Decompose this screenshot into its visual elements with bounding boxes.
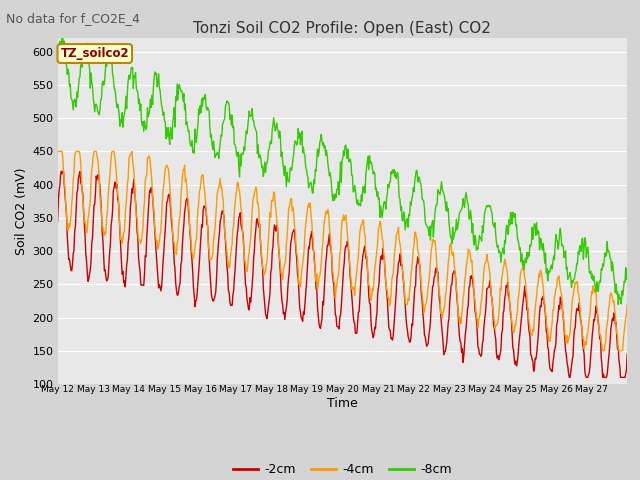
-2cm (254, 221, 262, 227)
-4cm (434, 276, 442, 281)
-8cm (58, 32, 66, 37)
Line: -2cm: -2cm (58, 171, 627, 377)
Text: No data for f_CO2E_4: No data for f_CO2E_4 (6, 12, 140, 25)
Line: -8cm: -8cm (58, 35, 627, 305)
Title: Tonzi Soil CO2 Profile: Open (East) CO2: Tonzi Soil CO2 Profile: Open (East) CO2 (193, 21, 492, 36)
-2cm (565, 374, 573, 380)
-4cm (226, 262, 234, 267)
-2cm (434, 269, 442, 275)
-2cm (402, 313, 410, 319)
-4cm (276, 256, 284, 262)
-8cm (402, 222, 410, 228)
-4cm (54, 149, 61, 155)
-8cm (434, 187, 442, 192)
-2cm (276, 258, 284, 264)
-4cm (254, 200, 262, 206)
-4cm (599, 348, 607, 354)
-2cm (623, 351, 631, 357)
X-axis label: Time: Time (327, 397, 358, 410)
-8cm (614, 302, 622, 308)
Y-axis label: Soil CO2 (mV): Soil CO2 (mV) (15, 168, 28, 255)
Legend: -2cm, -4cm, -8cm: -2cm, -4cm, -8cm (228, 458, 456, 480)
-2cm (58, 168, 65, 174)
-4cm (122, 213, 129, 218)
-8cm (623, 267, 631, 273)
-8cm (226, 116, 234, 122)
Text: TZ_soilco2: TZ_soilco2 (60, 47, 129, 60)
-4cm (402, 301, 410, 307)
-2cm (122, 284, 129, 290)
-8cm (276, 128, 284, 134)
-2cm (54, 218, 61, 224)
-2cm (226, 300, 234, 305)
-8cm (254, 142, 262, 148)
-8cm (122, 106, 129, 112)
Line: -4cm: -4cm (58, 151, 627, 351)
-8cm (54, 56, 61, 62)
-4cm (54, 148, 62, 154)
-4cm (623, 301, 631, 307)
